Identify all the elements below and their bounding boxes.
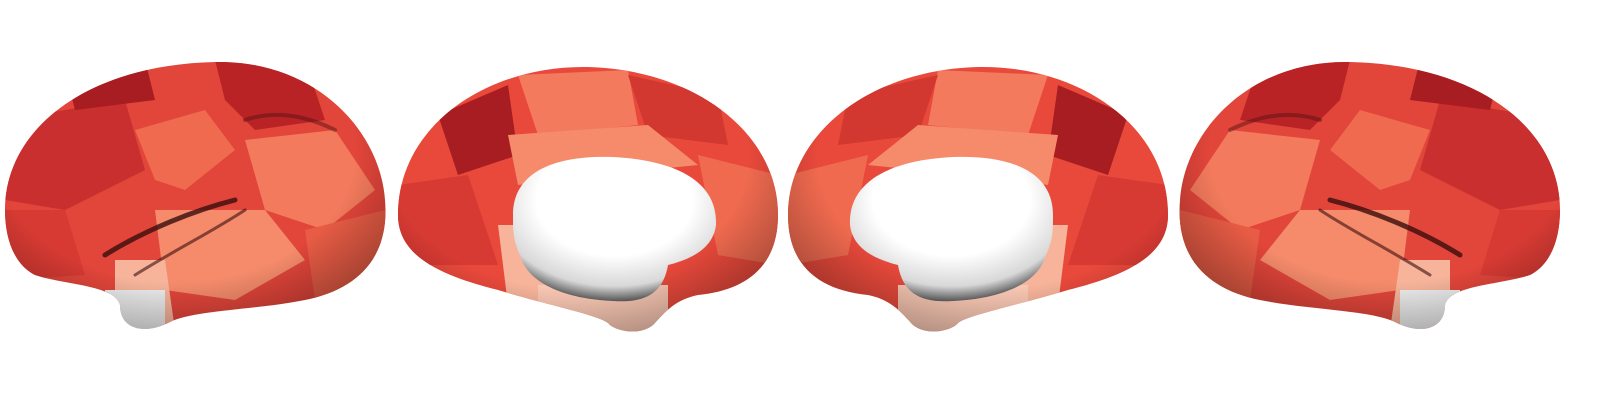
left-lateral-brain [0, 50, 395, 340]
right-lateral-brain [1170, 50, 1570, 340]
left-medial-brain [388, 55, 788, 345]
right-medial-brain [778, 55, 1178, 345]
